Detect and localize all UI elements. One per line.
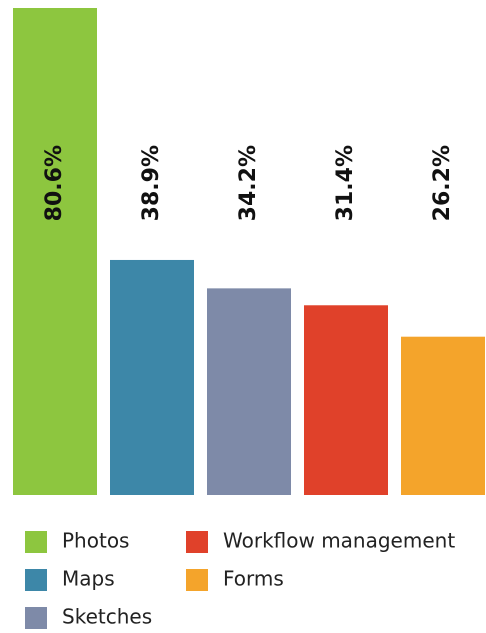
bar — [207, 288, 291, 495]
legend-swatch — [25, 607, 47, 629]
legend-label: Forms — [223, 567, 284, 591]
value-label: 34.2% — [236, 145, 261, 221]
bar — [13, 8, 97, 495]
value-label: 31.4% — [333, 145, 358, 221]
value-label: 26.2% — [430, 145, 455, 221]
legend-swatch — [25, 531, 47, 553]
legend-swatch — [25, 569, 47, 591]
bar — [304, 305, 388, 495]
legend-swatch — [186, 531, 208, 553]
value-label: 80.6% — [42, 145, 67, 221]
bar — [401, 336, 485, 495]
legend-label: Maps — [62, 567, 115, 591]
value-label: 38.9% — [139, 145, 164, 221]
legend-label: Workflow management — [223, 529, 455, 553]
legend-label: Sketches — [62, 605, 152, 629]
legend-label: Photos — [62, 529, 129, 553]
legend-swatch — [186, 569, 208, 591]
bar — [110, 259, 194, 495]
